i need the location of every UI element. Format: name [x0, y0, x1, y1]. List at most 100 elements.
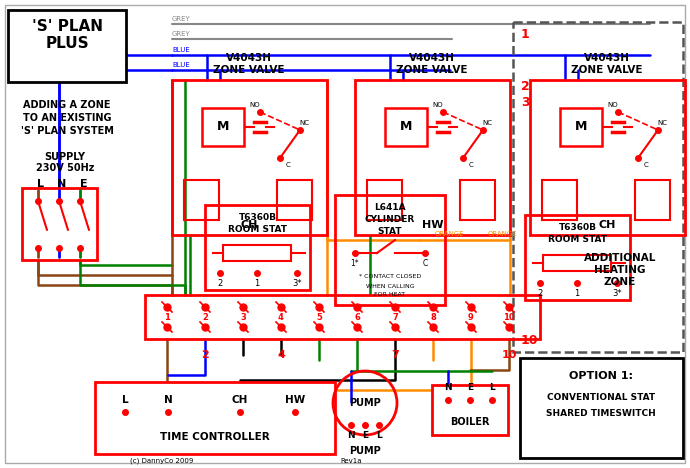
- Text: 230V 50Hz: 230V 50Hz: [36, 163, 95, 173]
- Text: Rev1a: Rev1a: [340, 458, 362, 464]
- Text: 7: 7: [391, 350, 399, 360]
- Text: 1: 1: [521, 28, 530, 41]
- Text: NO: NO: [433, 102, 443, 108]
- Text: 3*: 3*: [292, 278, 302, 287]
- Text: ORANGE: ORANGE: [488, 231, 518, 237]
- Text: L: L: [376, 431, 382, 439]
- Text: SUPPLY: SUPPLY: [44, 152, 86, 162]
- Text: V4043H: V4043H: [584, 53, 630, 63]
- Bar: [460, 180, 495, 220]
- Text: NC: NC: [482, 120, 492, 126]
- Text: CONVENTIONAL STAT: CONVENTIONAL STAT: [547, 394, 655, 402]
- Text: ADDING A ZONE: ADDING A ZONE: [23, 100, 111, 110]
- Text: CH: CH: [599, 220, 616, 230]
- Text: 7: 7: [392, 313, 398, 322]
- Bar: [367, 180, 402, 220]
- Bar: [542, 180, 577, 220]
- Bar: [145, 295, 540, 339]
- Text: 2: 2: [202, 313, 208, 322]
- Text: V4043H: V4043H: [409, 53, 455, 63]
- Bar: [184, 180, 219, 220]
- Text: 5: 5: [316, 313, 322, 322]
- Bar: [635, 180, 670, 220]
- Text: L641A: L641A: [374, 204, 406, 212]
- Text: 2: 2: [521, 80, 530, 94]
- Text: T6360B: T6360B: [239, 213, 277, 222]
- Text: 10: 10: [503, 313, 515, 322]
- Text: E: E: [80, 179, 88, 189]
- Text: STAT: STAT: [377, 227, 402, 236]
- Text: ROOM STAT: ROOM STAT: [228, 226, 287, 234]
- Text: 'S' PLAN SYSTEM: 'S' PLAN SYSTEM: [21, 126, 113, 136]
- Text: 3: 3: [240, 313, 246, 322]
- Text: 1: 1: [255, 278, 259, 287]
- Text: BLUE: BLUE: [172, 47, 190, 53]
- Text: 10: 10: [502, 350, 517, 360]
- Text: C: C: [469, 162, 473, 168]
- Text: ZONE VALVE: ZONE VALVE: [396, 65, 468, 75]
- Text: E: E: [362, 431, 368, 439]
- Bar: [277, 180, 312, 220]
- Text: M: M: [575, 120, 587, 133]
- Text: * CONTACT CLOSED: * CONTACT CLOSED: [359, 275, 421, 279]
- Text: N: N: [444, 383, 452, 393]
- Bar: [335, 195, 445, 305]
- Text: NO: NO: [250, 102, 260, 108]
- Bar: [202, 108, 244, 146]
- Text: NC: NC: [299, 120, 309, 126]
- Text: V4043H: V4043H: [226, 53, 272, 63]
- Bar: [22, 188, 97, 260]
- Text: 'S' PLAN
PLUS: 'S' PLAN PLUS: [32, 19, 103, 51]
- Text: N: N: [57, 179, 67, 189]
- Text: E: E: [467, 383, 473, 393]
- Text: 2: 2: [201, 350, 209, 360]
- Bar: [432, 385, 508, 435]
- Text: T6360B: T6360B: [558, 224, 596, 233]
- Text: 1: 1: [574, 288, 580, 298]
- Bar: [525, 215, 630, 300]
- Text: NC: NC: [657, 120, 667, 126]
- Text: ORANGE: ORANGE: [435, 231, 464, 237]
- Text: PUMP: PUMP: [349, 446, 381, 456]
- Text: GREY: GREY: [172, 16, 190, 22]
- Text: 4: 4: [278, 313, 284, 322]
- Text: C: C: [286, 162, 290, 168]
- Bar: [560, 108, 602, 146]
- Text: 1*: 1*: [351, 259, 359, 269]
- Text: TO AN EXISTING: TO AN EXISTING: [23, 113, 111, 123]
- Bar: [223, 245, 291, 261]
- Bar: [520, 358, 683, 458]
- Text: WHEN CALLING: WHEN CALLING: [366, 284, 414, 288]
- Text: PUMP: PUMP: [349, 398, 381, 408]
- Bar: [355, 80, 510, 235]
- Text: CH: CH: [241, 220, 258, 230]
- Text: SHARED TIMESWITCH: SHARED TIMESWITCH: [546, 409, 656, 417]
- Text: 2: 2: [217, 278, 223, 287]
- Text: HW: HW: [422, 220, 443, 230]
- Text: C: C: [422, 259, 428, 269]
- Text: GREY: GREY: [172, 31, 190, 37]
- Text: C: C: [644, 162, 649, 168]
- Text: CYLINDER: CYLINDER: [365, 215, 415, 225]
- Text: 1: 1: [164, 313, 170, 322]
- Text: TIME CONTROLLER: TIME CONTROLLER: [160, 432, 270, 442]
- Text: FOR HEAT: FOR HEAT: [375, 292, 406, 298]
- Text: M: M: [217, 120, 229, 133]
- Text: N: N: [347, 431, 355, 439]
- Text: NO: NO: [608, 102, 618, 108]
- Text: OPTION 1:: OPTION 1:: [569, 371, 633, 381]
- Text: BLUE: BLUE: [172, 62, 190, 68]
- Bar: [385, 108, 427, 146]
- Text: BOILER: BOILER: [451, 417, 490, 427]
- Bar: [8, 10, 126, 82]
- Text: L: L: [489, 383, 495, 393]
- Bar: [205, 205, 310, 290]
- Text: 3: 3: [521, 95, 530, 109]
- Text: 3*: 3*: [612, 288, 622, 298]
- Text: ZONE VALVE: ZONE VALVE: [213, 65, 285, 75]
- Text: 6: 6: [354, 313, 360, 322]
- Bar: [513, 22, 683, 352]
- Bar: [172, 80, 327, 235]
- Text: N: N: [164, 395, 172, 405]
- Text: ZONE VALVE: ZONE VALVE: [571, 65, 643, 75]
